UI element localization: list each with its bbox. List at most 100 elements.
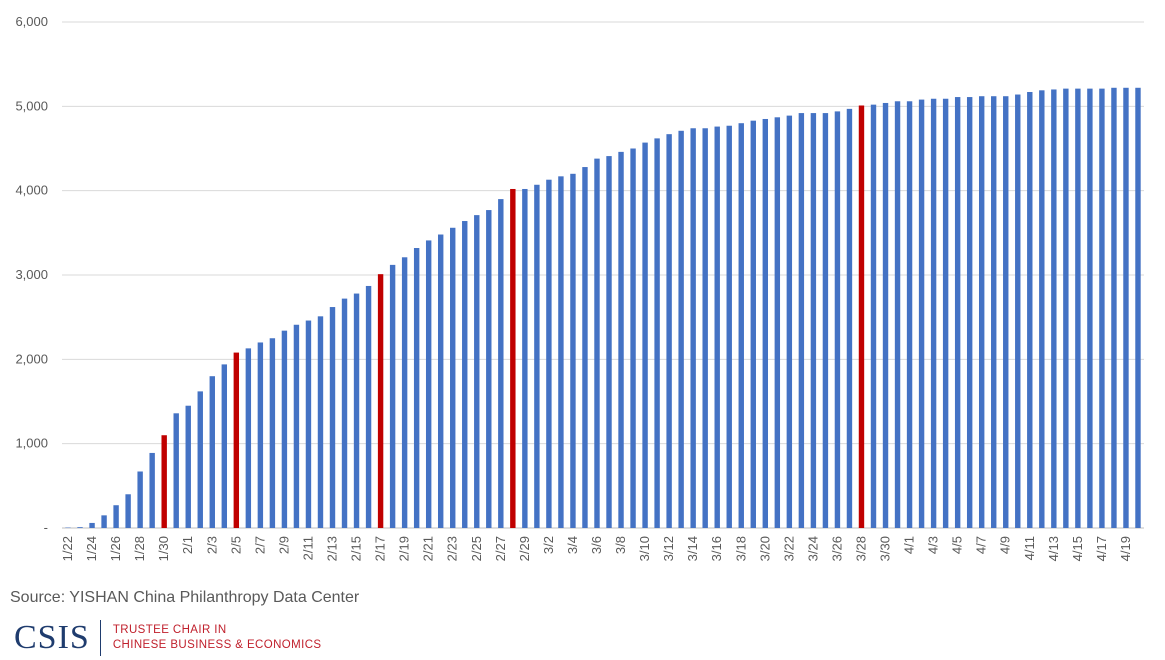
bar-3-1: [534, 184, 540, 528]
logo-chair-text: TRUSTEE CHAIR IN CHINESE BUSINESS & ECON…: [113, 623, 322, 653]
bar-3-29: [870, 104, 877, 528]
bar-2-6: [245, 348, 252, 528]
logo-org: CSIS: [14, 619, 90, 656]
bar-3-2: [546, 179, 552, 528]
bar-2-8: [269, 338, 276, 528]
bar-4-13: [1051, 89, 1057, 528]
bar-chart: - 1,000 2,000 3,000 4,000 5,000 6,000 1/22 1/24…: [15, 14, 1144, 561]
bar-4-10: [1015, 94, 1021, 528]
bar-4-4: [942, 98, 949, 528]
bar-3-17: [726, 125, 732, 528]
x-tick-label: 1/26: [108, 536, 123, 561]
bar-3-5: [582, 167, 588, 528]
x-tick-label: 4/1: [902, 536, 917, 554]
bar-3-3: [558, 176, 564, 528]
bar-4-17: [1099, 88, 1105, 528]
bar-2-15: [353, 293, 360, 528]
x-tick-label: 2/23: [445, 536, 460, 561]
bar-2-12: [317, 316, 324, 528]
x-tick-label: 3/2: [541, 536, 556, 554]
bar-3-9: [630, 148, 636, 528]
x-tick-label: 3/28: [853, 536, 868, 561]
x-tick-label: 1/30: [156, 536, 171, 561]
x-tick-label: 2/9: [276, 536, 291, 554]
bar-4-5: [954, 97, 961, 528]
bar-3-22: [786, 115, 793, 529]
gridlines: [62, 21, 1144, 529]
bar-3-27: [846, 108, 853, 528]
x-tick-label: 3/12: [661, 536, 676, 561]
x-tick-label: 1/22: [60, 536, 75, 561]
y-tick-label: 2,000: [15, 351, 48, 366]
bar-4-16: [1087, 88, 1093, 528]
y-tick-label: 3,000: [15, 267, 48, 282]
x-tick-label: 3/10: [637, 536, 652, 561]
x-tick-label: 3/26: [829, 536, 844, 561]
bar-3-25: [822, 113, 829, 528]
bar-2-23: [450, 227, 456, 529]
y-axis-tick-labels: - 1,000 2,000 3,000 4,000 5,000 6,000: [15, 14, 48, 535]
x-tick-label: 2/13: [325, 536, 340, 561]
x-tick-label: 3/14: [685, 536, 700, 561]
bar-2-16: [365, 285, 372, 528]
bar-1-26: [113, 505, 119, 528]
x-tick-label: 4/13: [1046, 536, 1061, 561]
x-tick-label: 2/3: [204, 536, 219, 554]
bar-4-1: [906, 101, 913, 529]
bar-3-11: [654, 138, 660, 528]
bar-4-18: [1111, 87, 1117, 528]
bar-1-30: [161, 435, 167, 528]
x-tick-label: 2/27: [493, 536, 508, 561]
x-axis-tick-labels: 1/22 1/24 1/26 1/28 1/30 2/1 2/3 2/5 2/7 2/9 2/11 2…: [60, 536, 1133, 561]
bar-2-7: [257, 342, 264, 528]
bar-4-2: [918, 99, 925, 528]
x-tick-label: 4/5: [950, 536, 965, 554]
logo-line-2: CHINESE BUSINESS & ECONOMICS: [112, 639, 322, 651]
x-tick-label: 4/9: [998, 536, 1013, 554]
y-tick-label: 4,000: [15, 183, 48, 198]
x-tick-label: 3/16: [709, 536, 724, 561]
bar-2-26: [486, 210, 492, 528]
x-tick-label: 3/20: [757, 536, 772, 561]
y-tick-label: -: [44, 520, 48, 535]
bar-3-23: [798, 113, 805, 528]
bar-3-30: [882, 102, 889, 529]
bar-4-11: [1027, 91, 1033, 528]
bar-3-8: [618, 151, 624, 528]
bar-2-1: [185, 405, 191, 528]
bar-3-21: [774, 117, 781, 529]
bar-2-18: [389, 264, 396, 528]
x-tick-label: 3/30: [878, 536, 893, 561]
bar-2-28: [510, 188, 516, 529]
bar-2-2: [197, 391, 203, 528]
bar-4-12: [1039, 90, 1045, 528]
source-note: Source: YISHAN China Philanthropy Data C…: [10, 589, 360, 606]
x-tick-label: 3/8: [613, 536, 628, 554]
x-tick-label: 1/24: [84, 536, 99, 561]
x-tick-label: 2/1: [180, 536, 195, 554]
bar-2-11: [305, 320, 312, 528]
bar-4-19: [1123, 87, 1129, 528]
bar-2-4: [221, 364, 228, 528]
bar-3-6: [594, 158, 600, 528]
x-tick-label: 2/5: [228, 536, 243, 554]
x-tick-label: 2/7: [252, 536, 267, 554]
bar-1-28: [137, 471, 143, 528]
bar-3-10: [642, 142, 648, 528]
x-tick-label: 3/6: [589, 536, 604, 554]
x-tick-label: 4/3: [926, 536, 941, 554]
x-tick-label: 3/24: [805, 536, 820, 561]
bar-3-19: [750, 120, 756, 529]
bar-2-3: [209, 376, 215, 528]
bar-3-14: [690, 128, 696, 528]
bar-3-16: [714, 126, 720, 528]
bar-4-15: [1075, 88, 1081, 528]
csis-logo: CSIS TRUSTEE CHAIR IN CHINESE BUSINESS &…: [14, 618, 321, 658]
bar-2-10: [293, 324, 300, 528]
x-tick-label: 2/11: [300, 536, 315, 560]
bar-4-7: [978, 96, 985, 529]
bar-4-14: [1063, 88, 1069, 528]
x-tick-label: 2/29: [517, 536, 532, 561]
bar-2-14: [341, 298, 348, 528]
x-tick-label: 4/7: [974, 536, 989, 554]
